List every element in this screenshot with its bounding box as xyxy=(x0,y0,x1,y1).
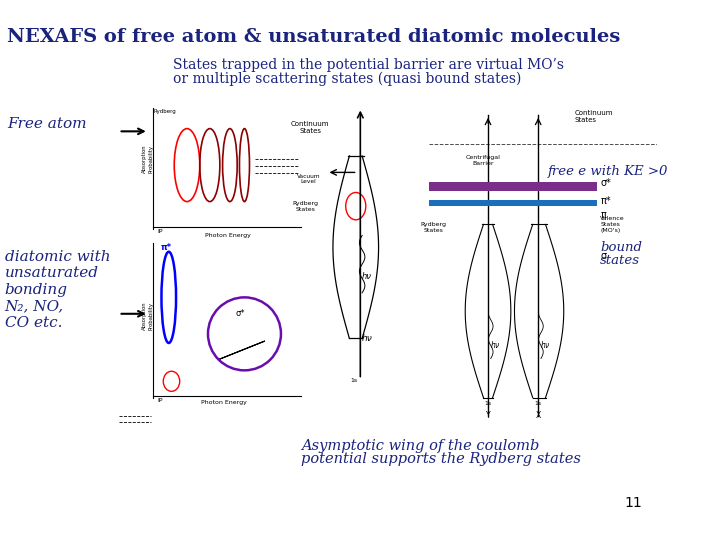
Text: bound: bound xyxy=(600,241,642,254)
Text: Absorption
Probability: Absorption Probability xyxy=(143,301,153,330)
Text: 1s: 1s xyxy=(535,401,541,406)
Text: hν: hν xyxy=(362,334,373,343)
Text: unsaturated: unsaturated xyxy=(4,266,99,280)
Text: Free atom: Free atom xyxy=(7,117,87,131)
Text: CO etc.: CO etc. xyxy=(4,315,62,329)
Text: Continuum
States: Continuum States xyxy=(291,121,330,134)
Text: 1s: 1s xyxy=(485,401,492,406)
Text: or multiple scattering states (quasi bound states): or multiple scattering states (quasi bou… xyxy=(174,71,522,85)
Bar xyxy=(428,200,598,206)
Text: States trapped in the potential barrier are virtual MO’s: States trapped in the potential barrier … xyxy=(174,58,564,72)
Text: σ*: σ* xyxy=(235,309,245,318)
Text: Rydberg
States: Rydberg States xyxy=(420,222,446,233)
Text: NEXAFS of free atom & unsaturated diatomic molecules: NEXAFS of free atom & unsaturated diatom… xyxy=(7,28,621,46)
Text: N₂, NO,: N₂, NO, xyxy=(4,299,63,313)
Text: free e with KE >0: free e with KE >0 xyxy=(547,165,667,178)
Text: Rydberg: Rydberg xyxy=(153,109,176,113)
Text: Asymptotic wing of the coulomb: Asymptotic wing of the coulomb xyxy=(301,439,539,453)
Bar xyxy=(428,183,598,191)
Text: Centrifugal
Barrier: Centrifugal Barrier xyxy=(466,156,501,166)
Text: states: states xyxy=(600,254,640,267)
Text: hν: hν xyxy=(541,341,550,349)
Text: Valence
States
(MO's): Valence States (MO's) xyxy=(600,216,625,233)
Text: IP: IP xyxy=(158,397,163,403)
Text: hν: hν xyxy=(362,272,372,281)
Text: diatomic with: diatomic with xyxy=(4,250,110,264)
Text: bonding: bonding xyxy=(4,283,68,297)
Text: X: X xyxy=(536,411,541,420)
Text: Photon Energy: Photon Energy xyxy=(205,233,251,238)
Text: π: π xyxy=(600,210,606,220)
Text: Photon Energy: Photon Energy xyxy=(201,401,246,406)
Text: IP: IP xyxy=(158,229,163,234)
Text: Rydberg
States: Rydberg States xyxy=(292,201,318,212)
Text: 11: 11 xyxy=(625,496,643,510)
Text: potential supports the Rydberg states: potential supports the Rydberg states xyxy=(301,453,581,467)
Text: Vacuum
Level: Vacuum Level xyxy=(297,173,320,184)
Text: Continuum
States: Continuum States xyxy=(575,110,613,123)
Text: σ*: σ* xyxy=(600,178,611,188)
Text: hν: hν xyxy=(491,341,500,349)
Text: Y: Y xyxy=(486,411,490,420)
Text: 1s: 1s xyxy=(351,378,358,383)
Text: π*: π* xyxy=(600,197,611,206)
Text: π*: π* xyxy=(161,243,171,252)
Text: Absorption
Probability: Absorption Probability xyxy=(143,144,153,173)
Text: σ: σ xyxy=(600,251,606,261)
